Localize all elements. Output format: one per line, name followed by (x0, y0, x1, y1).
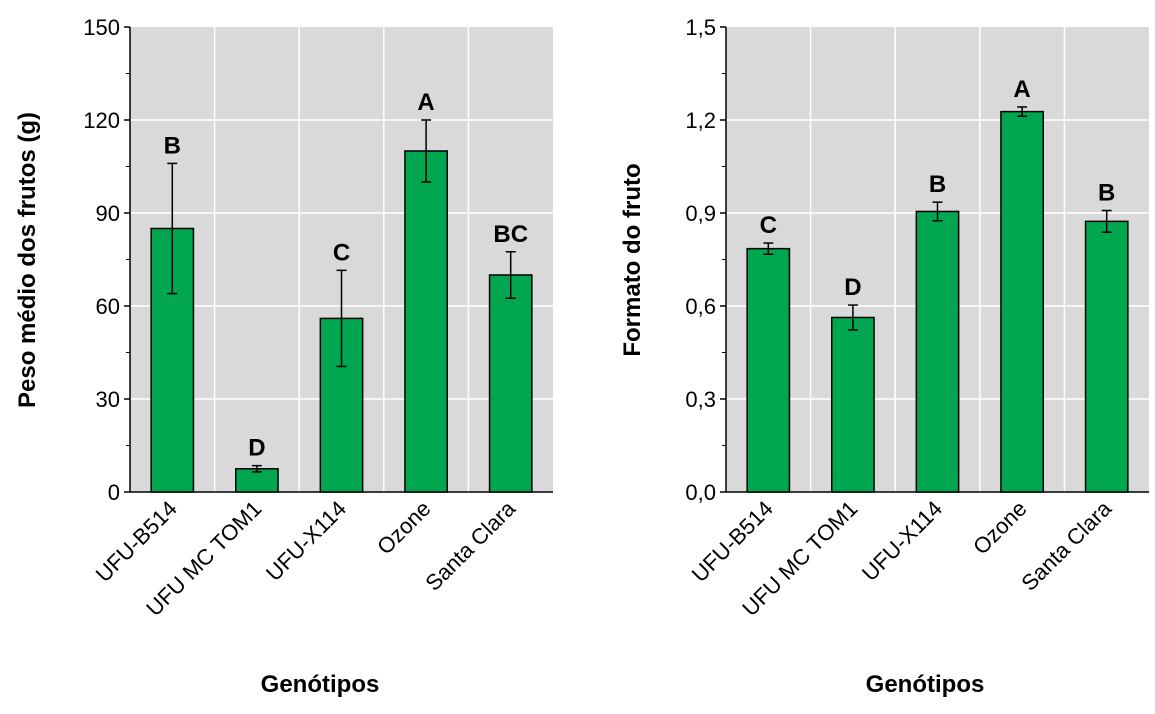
y-tick-label: 150 (83, 15, 120, 40)
significance-letter: A (417, 89, 434, 116)
bar (831, 316, 875, 493)
bar (1000, 110, 1045, 493)
x-tick-label: Santa Clara (1016, 495, 1116, 595)
x-tick-label: Ozone (968, 496, 1032, 560)
bar (746, 247, 791, 493)
x-tick-label: Santa Clara (420, 495, 520, 595)
significance-letter: C (333, 239, 350, 266)
y-axis-title: Formato do fruto (619, 163, 646, 356)
x-axis-title: Genótipos (866, 671, 985, 698)
significance-letter: B (164, 132, 181, 159)
y-tick-label: 0,3 (685, 387, 716, 412)
bar (1084, 220, 1129, 493)
y-tick-label: 0 (108, 480, 120, 505)
y-tick-label: 0,0 (685, 480, 716, 505)
y-tick-label: 1,2 (685, 108, 716, 133)
significance-letter: D (844, 274, 861, 301)
x-tick-label: UFU-B514 (91, 496, 182, 587)
bar (319, 317, 364, 493)
x-tick-label: UFU-X114 (261, 496, 351, 586)
significance-letter: B (929, 171, 946, 198)
x-axis-title: Genótipos (261, 671, 380, 698)
significance-letter: D (248, 435, 265, 462)
x-tick-label: UFU-X114 (857, 496, 947, 586)
x-tick-label: UFU-B514 (687, 496, 778, 587)
y-axis-title: Peso médio dos frutos (g) (14, 112, 41, 408)
x-tick-label: Ozone (372, 496, 436, 560)
significance-letter: A (1013, 76, 1030, 103)
y-tick-label: 0,9 (685, 201, 716, 226)
bar (915, 210, 960, 493)
significance-letter: BC (493, 221, 528, 248)
y-tick-label: 0,6 (685, 294, 716, 319)
significance-letter: B (1098, 180, 1115, 207)
y-tick-label: 120 (83, 108, 120, 133)
significance-letter: C (760, 212, 777, 239)
y-tick-label: 60 (96, 294, 120, 319)
y-tick-label: 30 (96, 387, 120, 412)
y-tick-label: 1,5 (685, 15, 716, 40)
bar (404, 150, 449, 493)
y-tick-label: 90 (96, 201, 120, 226)
bar (488, 274, 533, 493)
